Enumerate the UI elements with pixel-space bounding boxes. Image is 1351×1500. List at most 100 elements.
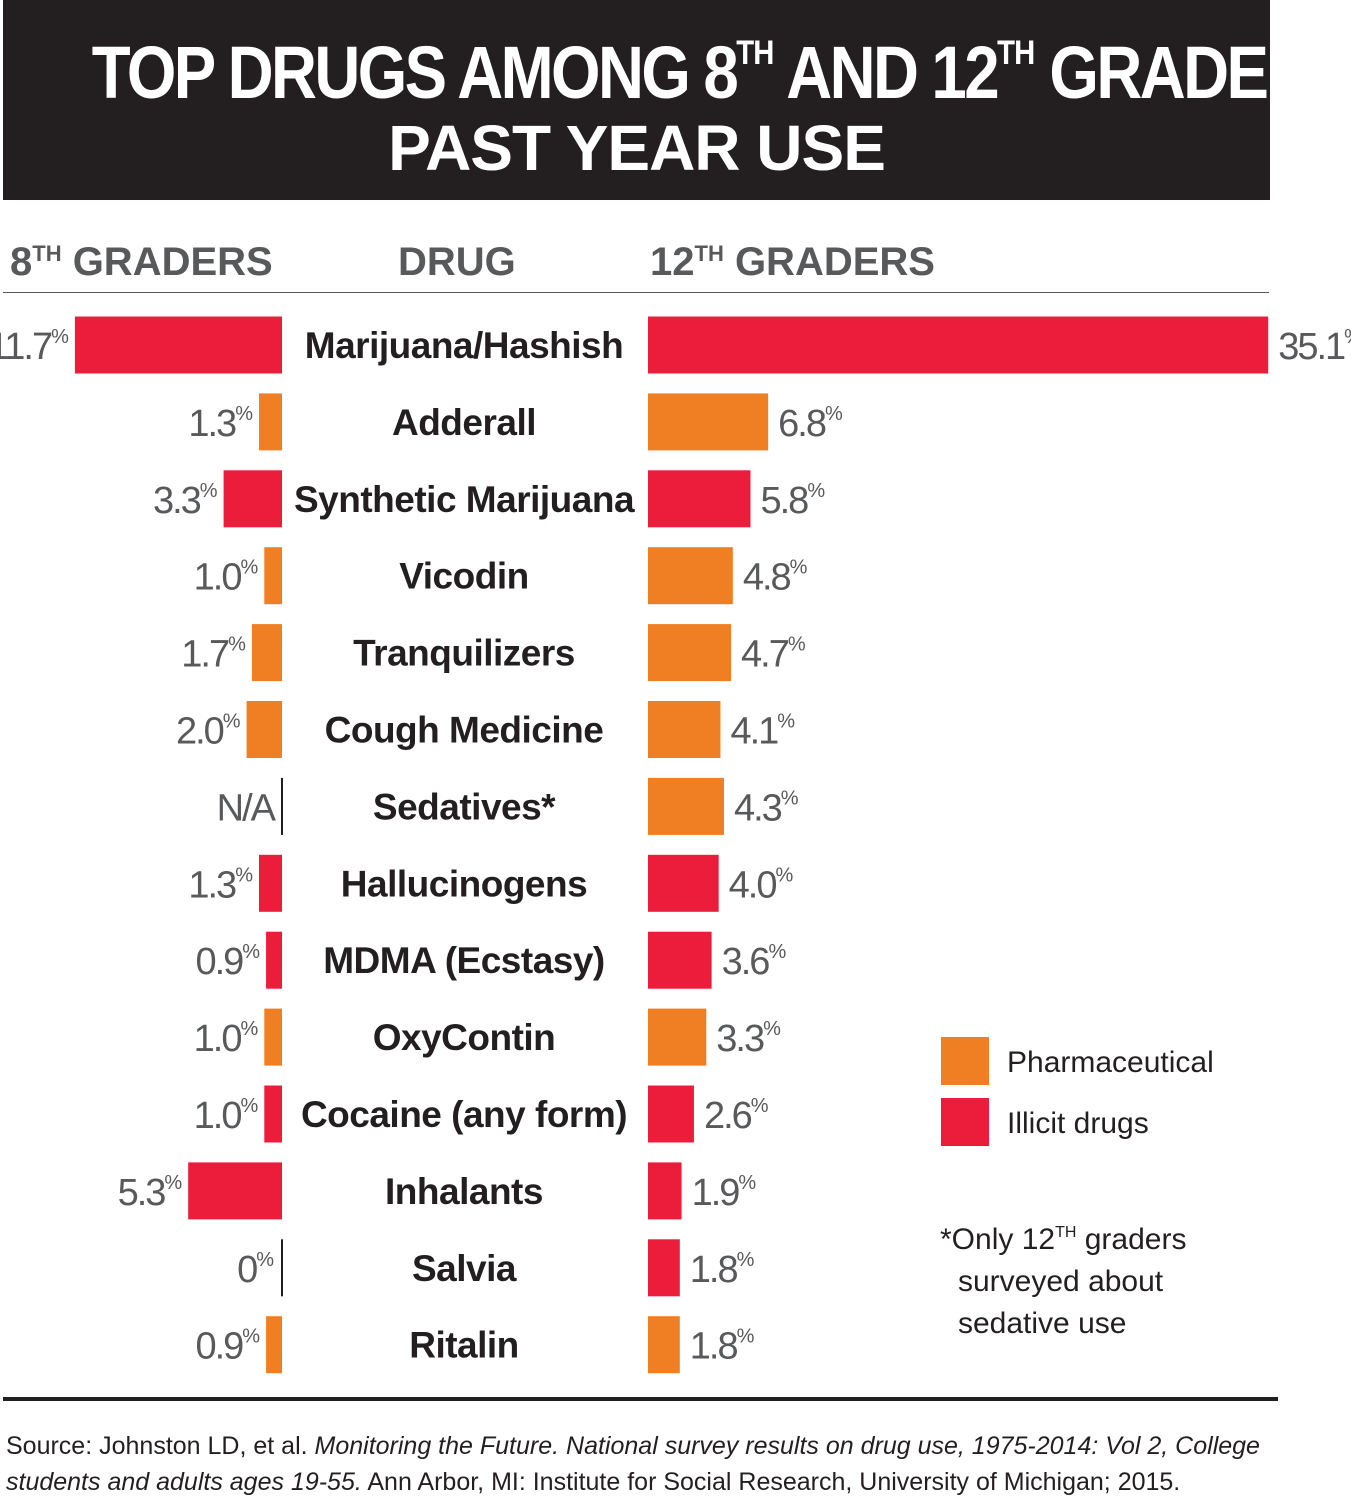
value-label-12th-grade: 4.8%	[743, 557, 808, 599]
value-label-8th-grade: N/A	[217, 787, 277, 829]
drug-label: Marijuana/Hashish	[305, 325, 623, 366]
drug-label: Hallucinogens	[341, 863, 587, 904]
bar-8th-grade	[258, 393, 282, 451]
bar-8th-grade	[266, 931, 282, 989]
bar-12th-grade	[648, 470, 751, 528]
drug-label: OxyContin	[373, 1017, 556, 1058]
percent-sign: %	[768, 941, 786, 963]
value-label-8th-grade: 1.0%	[194, 557, 259, 599]
value-label-12th-grade: 3.6%	[722, 941, 787, 983]
source-prefix: Source: Johnston LD, et al.	[6, 1432, 315, 1460]
bar-12th-grade	[648, 1162, 682, 1220]
footnote-line-2: surveyed about	[958, 1265, 1164, 1298]
source-citation: Source: Johnston LD, et al. Monitoring t…	[6, 1428, 1336, 1500]
drug-label: Salvia	[412, 1248, 517, 1289]
column-header-drug: DRUG	[398, 240, 516, 284]
footnote-line-1: *Only 12TH graders	[940, 1212, 1186, 1261]
bar-12th-grade	[648, 1239, 680, 1297]
bar-8th-grade	[188, 1162, 282, 1220]
legend-label-illicit: Illicit drugs	[1007, 1107, 1149, 1140]
bar-8th-grade-zero	[281, 777, 283, 835]
bar-12th-grade	[648, 931, 712, 989]
column-header-12th-graders: 12TH GRADERS	[650, 240, 935, 285]
header-part: 8	[10, 240, 33, 284]
percent-sign: %	[241, 1095, 259, 1117]
value-label-8th-grade: 1.3%	[188, 864, 253, 906]
percent-sign: %	[776, 864, 794, 886]
percent-sign: %	[256, 1249, 274, 1271]
bar-8th-grade	[246, 701, 282, 758]
percent-sign: %	[825, 403, 843, 425]
header-part: 12	[650, 240, 695, 284]
header-part: GRADERS	[723, 240, 935, 284]
footnote-part: *Only 12	[940, 1223, 1056, 1256]
percent-sign: %	[1344, 326, 1351, 348]
chart-subtitle: PAST YEAR USE	[388, 112, 886, 184]
bar-12th-grade	[648, 777, 724, 835]
legend-swatch-illicit	[941, 1098, 989, 1146]
bar-12th-grade	[648, 701, 721, 758]
footnote-part: graders	[1076, 1223, 1187, 1256]
legend-swatch-pharmaceutical	[941, 1037, 989, 1085]
bar-12th-grade	[648, 854, 719, 912]
bar-8th-grade	[264, 547, 282, 605]
value-label-12th-grade: 4.1%	[730, 711, 795, 753]
value-label-8th-grade: 11.7%	[0, 326, 69, 368]
bar-12th-grade	[648, 1085, 694, 1143]
percent-sign: %	[763, 1018, 781, 1040]
bar-12th-grade	[648, 1008, 707, 1066]
bar-12th-grade	[648, 393, 769, 451]
title-part: GRADERS	[1034, 31, 1351, 114]
percent-sign: %	[737, 1326, 755, 1348]
percent-sign: %	[737, 1249, 755, 1271]
legend-label-pharmaceutical: Pharmaceutical	[1007, 1046, 1214, 1079]
value-label-8th-grade: 3.3%	[153, 480, 218, 522]
chart-title: TOP DRUGS AMONG 8TH AND 12TH GRADERS	[91, 30, 1351, 115]
value-label-12th-grade: 1.8%	[690, 1326, 755, 1368]
header-superscript: TH	[32, 241, 62, 266]
percent-sign: %	[228, 634, 246, 656]
bar-8th-grade	[258, 854, 282, 912]
percent-sign: %	[223, 711, 241, 733]
value-label-12th-grade: 3.3%	[716, 1018, 781, 1060]
value-label-12th-grade: 5.8%	[760, 480, 825, 522]
drug-label: Ritalin	[409, 1325, 519, 1366]
title-part: TOP DRUGS AMONG 8	[91, 31, 739, 114]
value-label-8th-grade: 2.0%	[176, 711, 241, 753]
title-banner: TOP DRUGS AMONG 8TH AND 12TH GRADERS PAS…	[3, 0, 1351, 200]
sedatives-footnote: *Only 12TH graders surveyed about sedati…	[940, 1212, 1186, 1345]
percent-sign: %	[242, 1326, 260, 1348]
value-label-12th-grade: 4.0%	[729, 864, 794, 906]
drug-label: Inhalants	[385, 1171, 543, 1212]
footnote-line-3: sedative use	[958, 1307, 1127, 1340]
bar-12th-grade	[648, 316, 1269, 374]
header-part: GRADERS	[61, 240, 273, 284]
value-label-12th-grade: 1.9%	[692, 1172, 757, 1214]
value-label-8th-grade: 1.7%	[181, 634, 246, 676]
header-divider	[3, 292, 1269, 293]
drug-label: Cough Medicine	[325, 710, 604, 751]
drug-label: Vicodin	[399, 556, 528, 597]
bar-8th-grade	[251, 624, 282, 682]
column-header-8th-graders: 8TH GRADERS	[10, 240, 273, 285]
percent-sign: %	[807, 480, 825, 502]
bar-8th-grade	[266, 1316, 282, 1374]
bar-8th-grade	[223, 470, 282, 528]
butterfly-bar-chart: Marijuana/Hashish 11.7% 35.1% Adderall 1.3% 6…	[0, 316, 1351, 1374]
percent-sign: %	[241, 557, 259, 579]
percent-sign: %	[51, 326, 69, 348]
bar-8th-grade	[264, 1008, 282, 1066]
value-label-8th-grade: 5.3%	[118, 1172, 183, 1214]
header-superscript: TH	[694, 241, 724, 266]
title-superscript: TH	[736, 34, 774, 72]
value-label-12th-grade: 2.6%	[704, 1095, 769, 1137]
value-label-12th-grade: 4.7%	[741, 634, 806, 676]
value-label-8th-grade: 0%	[237, 1249, 274, 1291]
value-label-8th-grade: 1.0%	[194, 1018, 259, 1060]
percent-sign: %	[790, 557, 808, 579]
bar-12th-grade	[648, 547, 733, 605]
percent-sign: %	[751, 1095, 769, 1117]
drug-label: Adderall	[392, 402, 536, 443]
bar-8th-grade-zero	[281, 1239, 283, 1297]
title-superscript: TH	[997, 34, 1035, 72]
